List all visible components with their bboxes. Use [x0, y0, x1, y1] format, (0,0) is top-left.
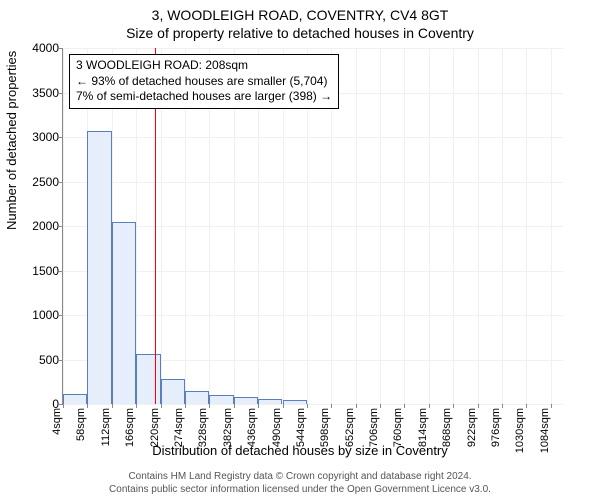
gridline-v [551, 48, 552, 404]
chart-plot-area: 050010001500200025003000350040004sqm58sq… [62, 48, 563, 405]
footer-line2: Contains public sector information licen… [0, 484, 600, 497]
chart-container: 3, WOODLEIGH ROAD, COVENTRY, CV4 8GT Siz… [0, 0, 600, 500]
gridline-h [63, 182, 563, 183]
histogram-bar [136, 354, 160, 404]
xtick-mark [502, 404, 503, 408]
histogram-bar [161, 379, 185, 404]
gridline-v [429, 48, 430, 404]
gridline-h [63, 271, 563, 272]
annotation-line1: 3 WOODLEIGH ROAD: 208sqm [76, 58, 332, 74]
gridline-h [63, 48, 563, 49]
ytick-label: 2000 [19, 219, 59, 233]
xtick-mark [87, 404, 88, 408]
xtick-mark [185, 404, 186, 408]
xtick-mark [453, 404, 454, 408]
xtick-label: 4sqm [51, 408, 63, 435]
histogram-bar [63, 394, 87, 404]
histogram-bar [87, 131, 111, 404]
page-title: 3, WOODLEIGH ROAD, COVENTRY, CV4 8GT [0, 0, 600, 24]
histogram-bar [185, 391, 209, 404]
histogram-bar [283, 400, 307, 404]
footer-attribution: Contains HM Land Registry data © Crown c… [0, 471, 600, 496]
ytick-label: 3500 [19, 86, 59, 100]
xtick-label: 436sqm [246, 408, 258, 447]
xtick-label: 544sqm [295, 408, 307, 447]
gridline-v [453, 48, 454, 404]
xtick-label: 166sqm [124, 408, 136, 447]
xtick-mark [404, 404, 405, 408]
xtick-mark [331, 404, 332, 408]
gridline-h [63, 226, 563, 227]
page-subtitle: Size of property relative to detached ho… [0, 24, 600, 42]
xtick-mark [526, 404, 527, 408]
gridline-h [63, 137, 563, 138]
xtick-mark [63, 404, 64, 408]
annotation-line2: ← 93% of detached houses are smaller (5,… [76, 74, 332, 90]
xtick-label: 112sqm [100, 408, 112, 446]
xtick-label: 706sqm [368, 408, 380, 447]
xtick-label: 868sqm [441, 408, 453, 447]
ytick-label: 1000 [19, 308, 59, 322]
xtick-label: 490sqm [271, 408, 283, 447]
xtick-mark [380, 404, 381, 408]
histogram-bar [112, 222, 136, 404]
footer-line1: Contains HM Land Registry data © Crown c… [0, 471, 600, 484]
ytick-label: 500 [19, 353, 59, 367]
x-axis-label: Distribution of detached houses by size … [0, 443, 600, 458]
xtick-mark [307, 404, 308, 408]
ytick-label: 2500 [19, 175, 59, 189]
gridline-v [356, 48, 357, 404]
xtick-mark [136, 404, 137, 408]
xtick-label: 976sqm [490, 408, 502, 447]
gridline-h [63, 315, 563, 316]
gridline-v [404, 48, 405, 404]
gridline-v [502, 48, 503, 404]
gridline-v [526, 48, 527, 404]
histogram-bar [209, 395, 233, 404]
xtick-label: 274sqm [173, 408, 185, 447]
xtick-label: 760sqm [392, 408, 404, 447]
annotation-line3: 7% of semi-detached houses are larger (3… [76, 89, 332, 105]
ytick-label: 3000 [19, 130, 59, 144]
xtick-label: 598sqm [319, 408, 331, 447]
gridline-v [63, 48, 64, 404]
xtick-label: 814sqm [417, 408, 429, 447]
gridline-v [478, 48, 479, 404]
y-axis-label: Number of detached properties [4, 51, 19, 230]
xtick-label: 220sqm [149, 408, 161, 447]
histogram-bar [234, 397, 258, 404]
xtick-mark [258, 404, 259, 408]
gridline-v [380, 48, 381, 404]
annotation-box: 3 WOODLEIGH ROAD: 208sqm ← 93% of detach… [69, 54, 339, 109]
ytick-label: 4000 [19, 41, 59, 55]
xtick-label: 922sqm [466, 408, 478, 447]
xtick-label: 58sqm [75, 408, 87, 441]
xtick-label: 382sqm [222, 408, 234, 447]
xtick-mark [209, 404, 210, 408]
histogram-bar [258, 399, 282, 404]
xtick-label: 328sqm [197, 408, 209, 447]
xtick-label: 652sqm [344, 408, 356, 447]
gridline-h [63, 404, 563, 405]
ytick-label: 1500 [19, 264, 59, 278]
